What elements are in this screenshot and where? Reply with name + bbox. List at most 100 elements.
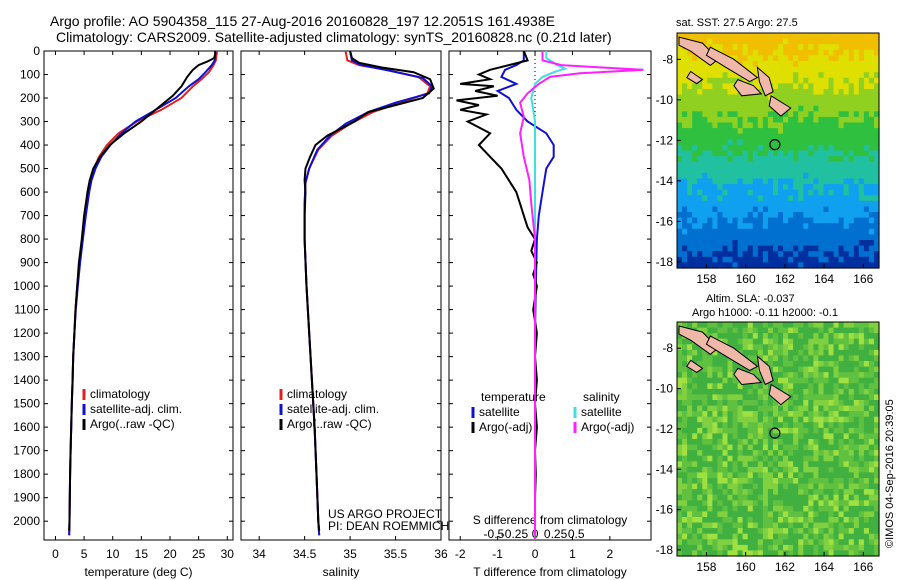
map-cell bbox=[702, 195, 708, 202]
map-cell bbox=[742, 228, 749, 235]
map-cell bbox=[737, 500, 744, 507]
map-cell bbox=[707, 522, 713, 529]
map-cell bbox=[712, 111, 718, 118]
map-cell bbox=[858, 49, 865, 56]
map-cell bbox=[808, 361, 814, 368]
map-cell bbox=[727, 105, 734, 112]
map-cell bbox=[722, 544, 729, 552]
map-cell bbox=[747, 212, 754, 219]
map-cell bbox=[798, 505, 804, 513]
map-cell bbox=[788, 533, 794, 540]
map-y-tick-label: -14 bbox=[656, 462, 674, 476]
map-cell bbox=[737, 388, 744, 396]
map-cell bbox=[803, 144, 809, 152]
map-cell bbox=[687, 433, 693, 440]
map-cell bbox=[712, 494, 718, 501]
map-cell bbox=[808, 500, 814, 507]
map-cell bbox=[727, 83, 734, 90]
map-cell bbox=[687, 450, 693, 457]
map-cell bbox=[793, 528, 799, 535]
map-cell bbox=[838, 77, 845, 84]
map-cell bbox=[793, 144, 799, 152]
map-cell bbox=[682, 156, 688, 163]
map-cell bbox=[858, 66, 865, 73]
map-cell bbox=[712, 461, 718, 468]
map-cell bbox=[858, 195, 865, 202]
map-cell bbox=[757, 338, 764, 345]
map-cell bbox=[722, 251, 729, 258]
map-cell bbox=[737, 262, 744, 269]
map-cell bbox=[808, 517, 814, 524]
map-cell bbox=[762, 338, 769, 345]
map-cell bbox=[742, 322, 749, 329]
map-cell bbox=[874, 161, 880, 168]
map-cell bbox=[752, 156, 759, 163]
map-cell bbox=[687, 89, 693, 96]
map-cell bbox=[853, 178, 860, 185]
map-cell bbox=[717, 505, 723, 513]
depth-tick-label: 700 bbox=[20, 209, 40, 223]
map-cell bbox=[803, 251, 809, 258]
map-cell bbox=[752, 228, 759, 235]
map-cell bbox=[783, 494, 789, 501]
map-cell bbox=[757, 522, 764, 529]
map-cell bbox=[732, 472, 739, 479]
map-cell bbox=[783, 422, 789, 429]
map-cell bbox=[853, 234, 860, 241]
map-cell bbox=[803, 89, 809, 96]
map-cell bbox=[747, 251, 754, 258]
map-cell bbox=[828, 483, 835, 490]
map-cell bbox=[798, 361, 804, 368]
map-cell bbox=[863, 444, 870, 451]
map-cell bbox=[863, 372, 870, 379]
map-cell bbox=[692, 167, 698, 174]
x-tick-label: 1 bbox=[569, 547, 576, 561]
island-landmass bbox=[733, 367, 763, 386]
map-cell bbox=[823, 49, 830, 56]
map-cell bbox=[737, 466, 744, 474]
map-cell bbox=[737, 422, 744, 429]
map-cell bbox=[828, 89, 835, 96]
map-cell bbox=[722, 433, 729, 440]
map-cell bbox=[773, 533, 779, 540]
temperature-panel: 0100200300400500600700800900100011001200… bbox=[13, 44, 234, 579]
map-cell bbox=[868, 144, 875, 152]
map-cell bbox=[793, 44, 799, 51]
map-cell bbox=[874, 195, 880, 202]
map-cell bbox=[697, 528, 703, 535]
map-cell bbox=[687, 511, 693, 518]
map-cell bbox=[773, 228, 779, 235]
map-cell bbox=[707, 466, 713, 474]
map-cell bbox=[828, 533, 835, 540]
map-cell bbox=[798, 539, 804, 546]
map-cell bbox=[863, 394, 870, 401]
map-cell bbox=[798, 61, 804, 68]
map-cell bbox=[793, 256, 799, 263]
map-cell bbox=[742, 33, 749, 40]
map-cell bbox=[848, 505, 855, 513]
map-cell bbox=[773, 327, 779, 334]
map-cell bbox=[682, 550, 688, 557]
map-x-tick-label: 160 bbox=[736, 560, 756, 574]
map-cell bbox=[793, 327, 799, 334]
map-cell bbox=[798, 234, 804, 241]
map-cell bbox=[682, 528, 688, 535]
map-cell bbox=[687, 517, 693, 524]
map-cell bbox=[818, 245, 824, 252]
map-cell bbox=[848, 533, 855, 540]
map-cell bbox=[868, 411, 875, 418]
map-cell bbox=[823, 72, 830, 79]
map-cell bbox=[692, 411, 698, 418]
map-cell bbox=[848, 44, 855, 51]
map-cell bbox=[752, 44, 759, 51]
map-cell bbox=[737, 94, 744, 101]
map-cell bbox=[793, 422, 799, 429]
map-cell bbox=[702, 377, 708, 384]
map-cell bbox=[823, 172, 830, 180]
map-cell bbox=[838, 206, 845, 213]
map-cell bbox=[798, 422, 804, 429]
legend-label: satellite bbox=[581, 405, 622, 419]
x2-tick-label: -0.25 bbox=[501, 527, 529, 541]
map-cell bbox=[677, 388, 683, 396]
map-cell bbox=[757, 416, 764, 423]
